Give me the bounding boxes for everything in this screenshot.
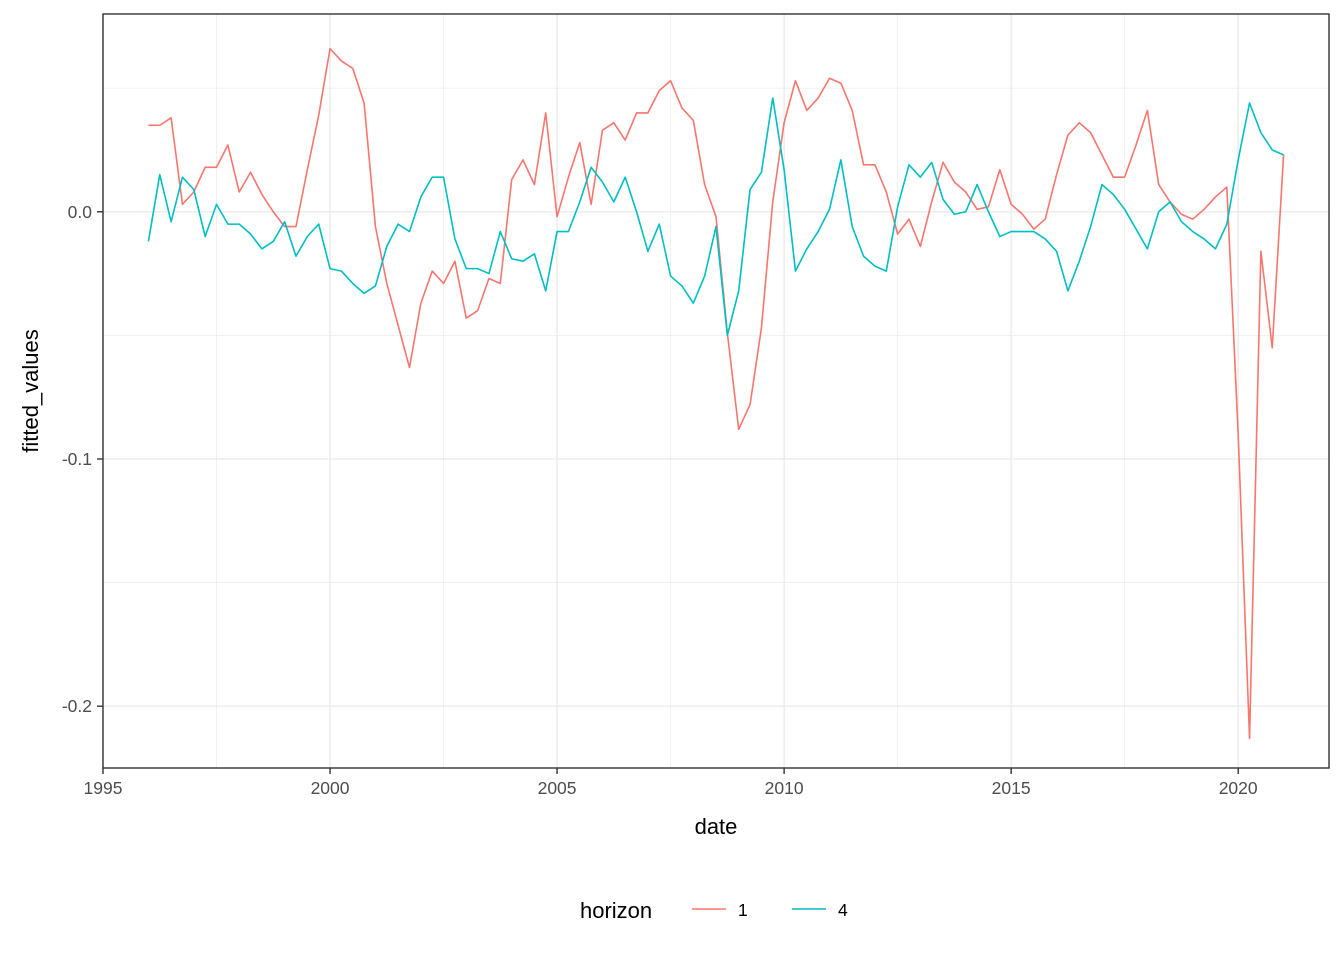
- y-tick-label: -0.1: [62, 449, 92, 469]
- minor-gridlines: [103, 14, 1329, 768]
- x-tick-label: 1995: [84, 778, 123, 798]
- series-line-1: [148, 47, 1285, 740]
- x-tick-label: 2015: [992, 778, 1031, 798]
- legend-label-4: 4: [838, 900, 848, 920]
- major-gridlines: [102, 14, 1329, 768]
- x-tick-label: 2000: [311, 778, 350, 798]
- legend-label-1: 1: [738, 900, 748, 920]
- panel-border: [102, 13, 1330, 769]
- x-tick-label: 2020: [1219, 778, 1258, 798]
- x-axis-title: date: [695, 814, 738, 839]
- x-axis: 1995 2000 2005 2010 2015 2020: [84, 768, 1258, 798]
- series-line-4: [147, 97, 1284, 337]
- y-axis: 0.0 -0.1 -0.2: [62, 202, 103, 716]
- x-tick-label: 2005: [538, 778, 577, 798]
- series-lines: [147, 47, 1285, 740]
- legend-title: horizon: [580, 898, 652, 923]
- legend: horizon 1 4: [580, 898, 848, 923]
- y-tick-label: 0.0: [68, 202, 93, 222]
- y-axis-title: fitted_values: [18, 329, 43, 453]
- x-tick-label: 2010: [765, 778, 804, 798]
- y-tick-label: -0.2: [62, 696, 92, 716]
